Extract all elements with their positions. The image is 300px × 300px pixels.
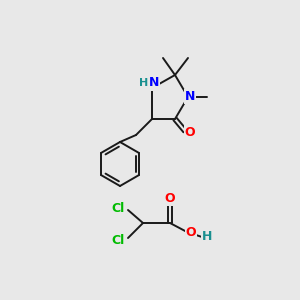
Text: Cl: Cl: [111, 202, 124, 214]
Text: H: H: [140, 78, 148, 88]
Text: H: H: [202, 230, 212, 244]
Text: O: O: [186, 226, 196, 239]
Text: N: N: [185, 89, 195, 103]
Text: O: O: [185, 125, 195, 139]
Text: O: O: [165, 191, 175, 205]
Text: Cl: Cl: [111, 233, 124, 247]
Text: N: N: [149, 76, 159, 89]
